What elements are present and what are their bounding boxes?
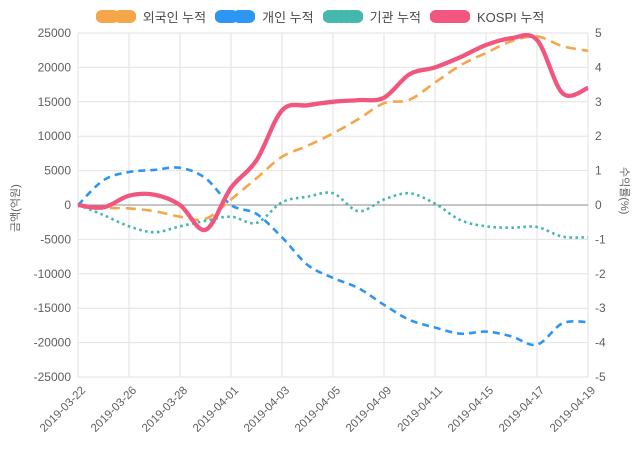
legend-item-institution[interactable]: 기관 누적 [322,7,422,26]
y-tick-label-right: 0 [595,198,602,212]
y-tick-label-right: -3 [595,301,606,315]
y-tick-label-left: -20000 [34,336,72,350]
series-line-individual [77,166,589,347]
y-tick-label-left: 15000 [38,95,72,109]
y-tick-label-left: -10000 [34,267,72,281]
legend-swatch-individual-icon [215,10,256,23]
x-tick-label: 2019-04-01 [191,385,241,435]
y-tick-label-right: 1 [595,164,602,178]
y-tick-label-right: 4 [595,60,602,74]
legend-label: 기관 누적 [369,10,422,25]
legend-swatch-kospi-icon [430,10,471,23]
y-tick-label-right: 3 [595,95,602,109]
legend-swatch-foreign-icon [95,10,136,23]
y-tick-label-left: 5000 [44,164,71,178]
legend: 외국인 누적 개인 누적 기관 누적 KOSPI 누적 [0,7,640,26]
x-tick-label: 2019-04-03 [242,385,292,435]
legend-item-foreign[interactable]: 외국인 누적 [95,7,207,26]
y-tick-label-right: -1 [595,232,606,246]
y-tick-label-left: 20000 [38,60,72,74]
y-tick-label-right: 5 [595,26,602,40]
x-tick-label: 2019-03-28 [140,385,190,435]
y-tick-label-left: 25000 [38,26,72,40]
x-tick-label: 2019-04-05 [293,385,343,435]
left-axis-title: 금액(억원) [10,184,22,232]
plot-area[interactable] [78,33,588,377]
y-tick-label-left: -5000 [40,232,71,246]
legend-label: 외국인 누적 [142,10,207,25]
x-tick-label: 2019-04-09 [344,385,394,435]
x-tick-label: 2019-04-17 [497,385,547,435]
legend-item-kospi[interactable]: KOSPI 누적 [430,7,544,26]
x-tick-label: 2019-04-15 [446,385,496,435]
legend-label: 개인 누적 [262,10,314,25]
legend-label: KOSPI 누적 [477,10,545,25]
x-tick-label: 2019-04-19 [548,385,598,435]
y-tick-label-left: 10000 [38,129,72,143]
x-tick-label: 2019-03-22 [38,385,88,435]
y-tick-label-right: -4 [595,336,606,350]
y-tick-label-left: -25000 [34,370,72,384]
y-tick-label-right: -2 [595,267,606,281]
legend-item-individual[interactable]: 개인 누적 [215,7,314,26]
x-tick-label: 2019-03-26 [89,385,139,435]
y-tick-label-right: 2 [595,129,602,143]
legend-swatch-institution-icon [322,10,363,23]
y-tick-label-right: -5 [595,370,606,384]
y-tick-label-left: 0 [64,198,71,212]
x-tick-label: 2019-04-11 [396,385,445,434]
right-axis-title: 수익률(%) [618,167,630,215]
series-line-foreign [77,34,589,222]
series-line-institution [77,191,589,239]
y-tick-label-left: -15000 [34,301,72,315]
series-line-kospi [77,32,589,232]
